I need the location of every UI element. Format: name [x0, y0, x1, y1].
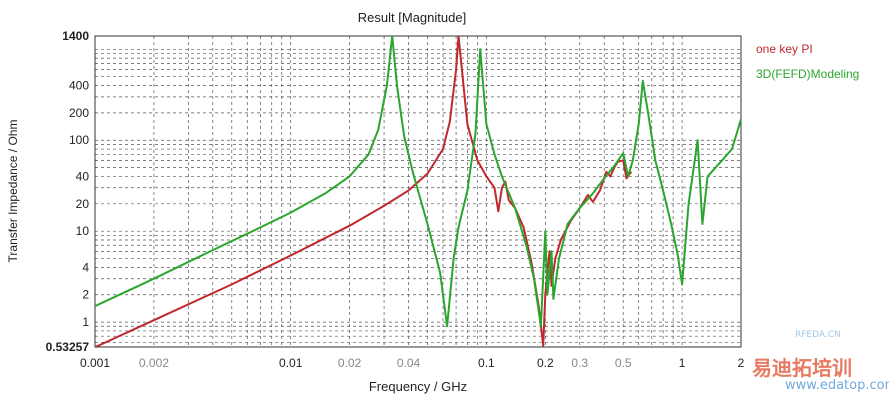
- x-tick-label: 0.3: [571, 356, 588, 370]
- x-tick-label: 0.2: [537, 356, 554, 370]
- y-tick-label: 200: [69, 106, 89, 120]
- legend-entry: 3D(FEFD)Modeling: [756, 67, 859, 81]
- y-tick-label: 400: [69, 78, 89, 92]
- x-axis-label: Frequency / GHz: [369, 379, 467, 394]
- y-tick-label: 20: [76, 197, 90, 211]
- x-tick-label: 0.001: [80, 356, 110, 370]
- x-tick-labels: 0.001 0.002 0.01 0.02 0.04 0.1 0.2 0.3 0.5 1 2: [80, 356, 745, 370]
- y-tick-labels: 0.53257 1 2 4 10 20 40 100 200 400 1400: [46, 29, 90, 354]
- y-axis-label: Transfer Impedance / Ohm: [6, 120, 20, 263]
- chart-title: Result [Magnitude]: [358, 10, 466, 25]
- watermark-site: www.edatop.com: [785, 378, 889, 393]
- x-tick-label: 0.5: [615, 356, 632, 370]
- y-tick-label: 40: [76, 169, 90, 183]
- x-tick-label: 0.1: [478, 356, 495, 370]
- watermark-rfeda: RFEDA.CN: [795, 330, 841, 340]
- y-tick-label: 1400: [62, 29, 89, 43]
- series-line-one-key-pi: [95, 36, 633, 347]
- series-line-3d-fefd-modeling: [95, 36, 741, 328]
- x-tick-label: 0.02: [338, 356, 362, 370]
- plot-area: [95, 36, 741, 347]
- x-tick-label: 0.04: [397, 356, 421, 370]
- y-tick-label: 2: [82, 288, 89, 302]
- plot-frame: [94, 35, 742, 348]
- y-tick-label: 10: [76, 224, 90, 238]
- legend: one key PI 3D(FEFD)Modeling: [756, 42, 859, 81]
- x-tick-label: 1: [679, 356, 686, 370]
- y-tick-label: 1: [82, 315, 89, 329]
- x-tick-label: 0.002: [139, 356, 169, 370]
- watermark-brand: 易迪拓培训: [752, 356, 852, 380]
- x-tick-label: 0.01: [279, 356, 303, 370]
- legend-entry: one key PI: [756, 42, 813, 56]
- y-tick-label: 0.53257: [46, 340, 90, 354]
- x-tick-label: 2: [738, 356, 745, 370]
- y-tick-label: 100: [69, 133, 89, 147]
- y-tick-label: 4: [82, 260, 89, 274]
